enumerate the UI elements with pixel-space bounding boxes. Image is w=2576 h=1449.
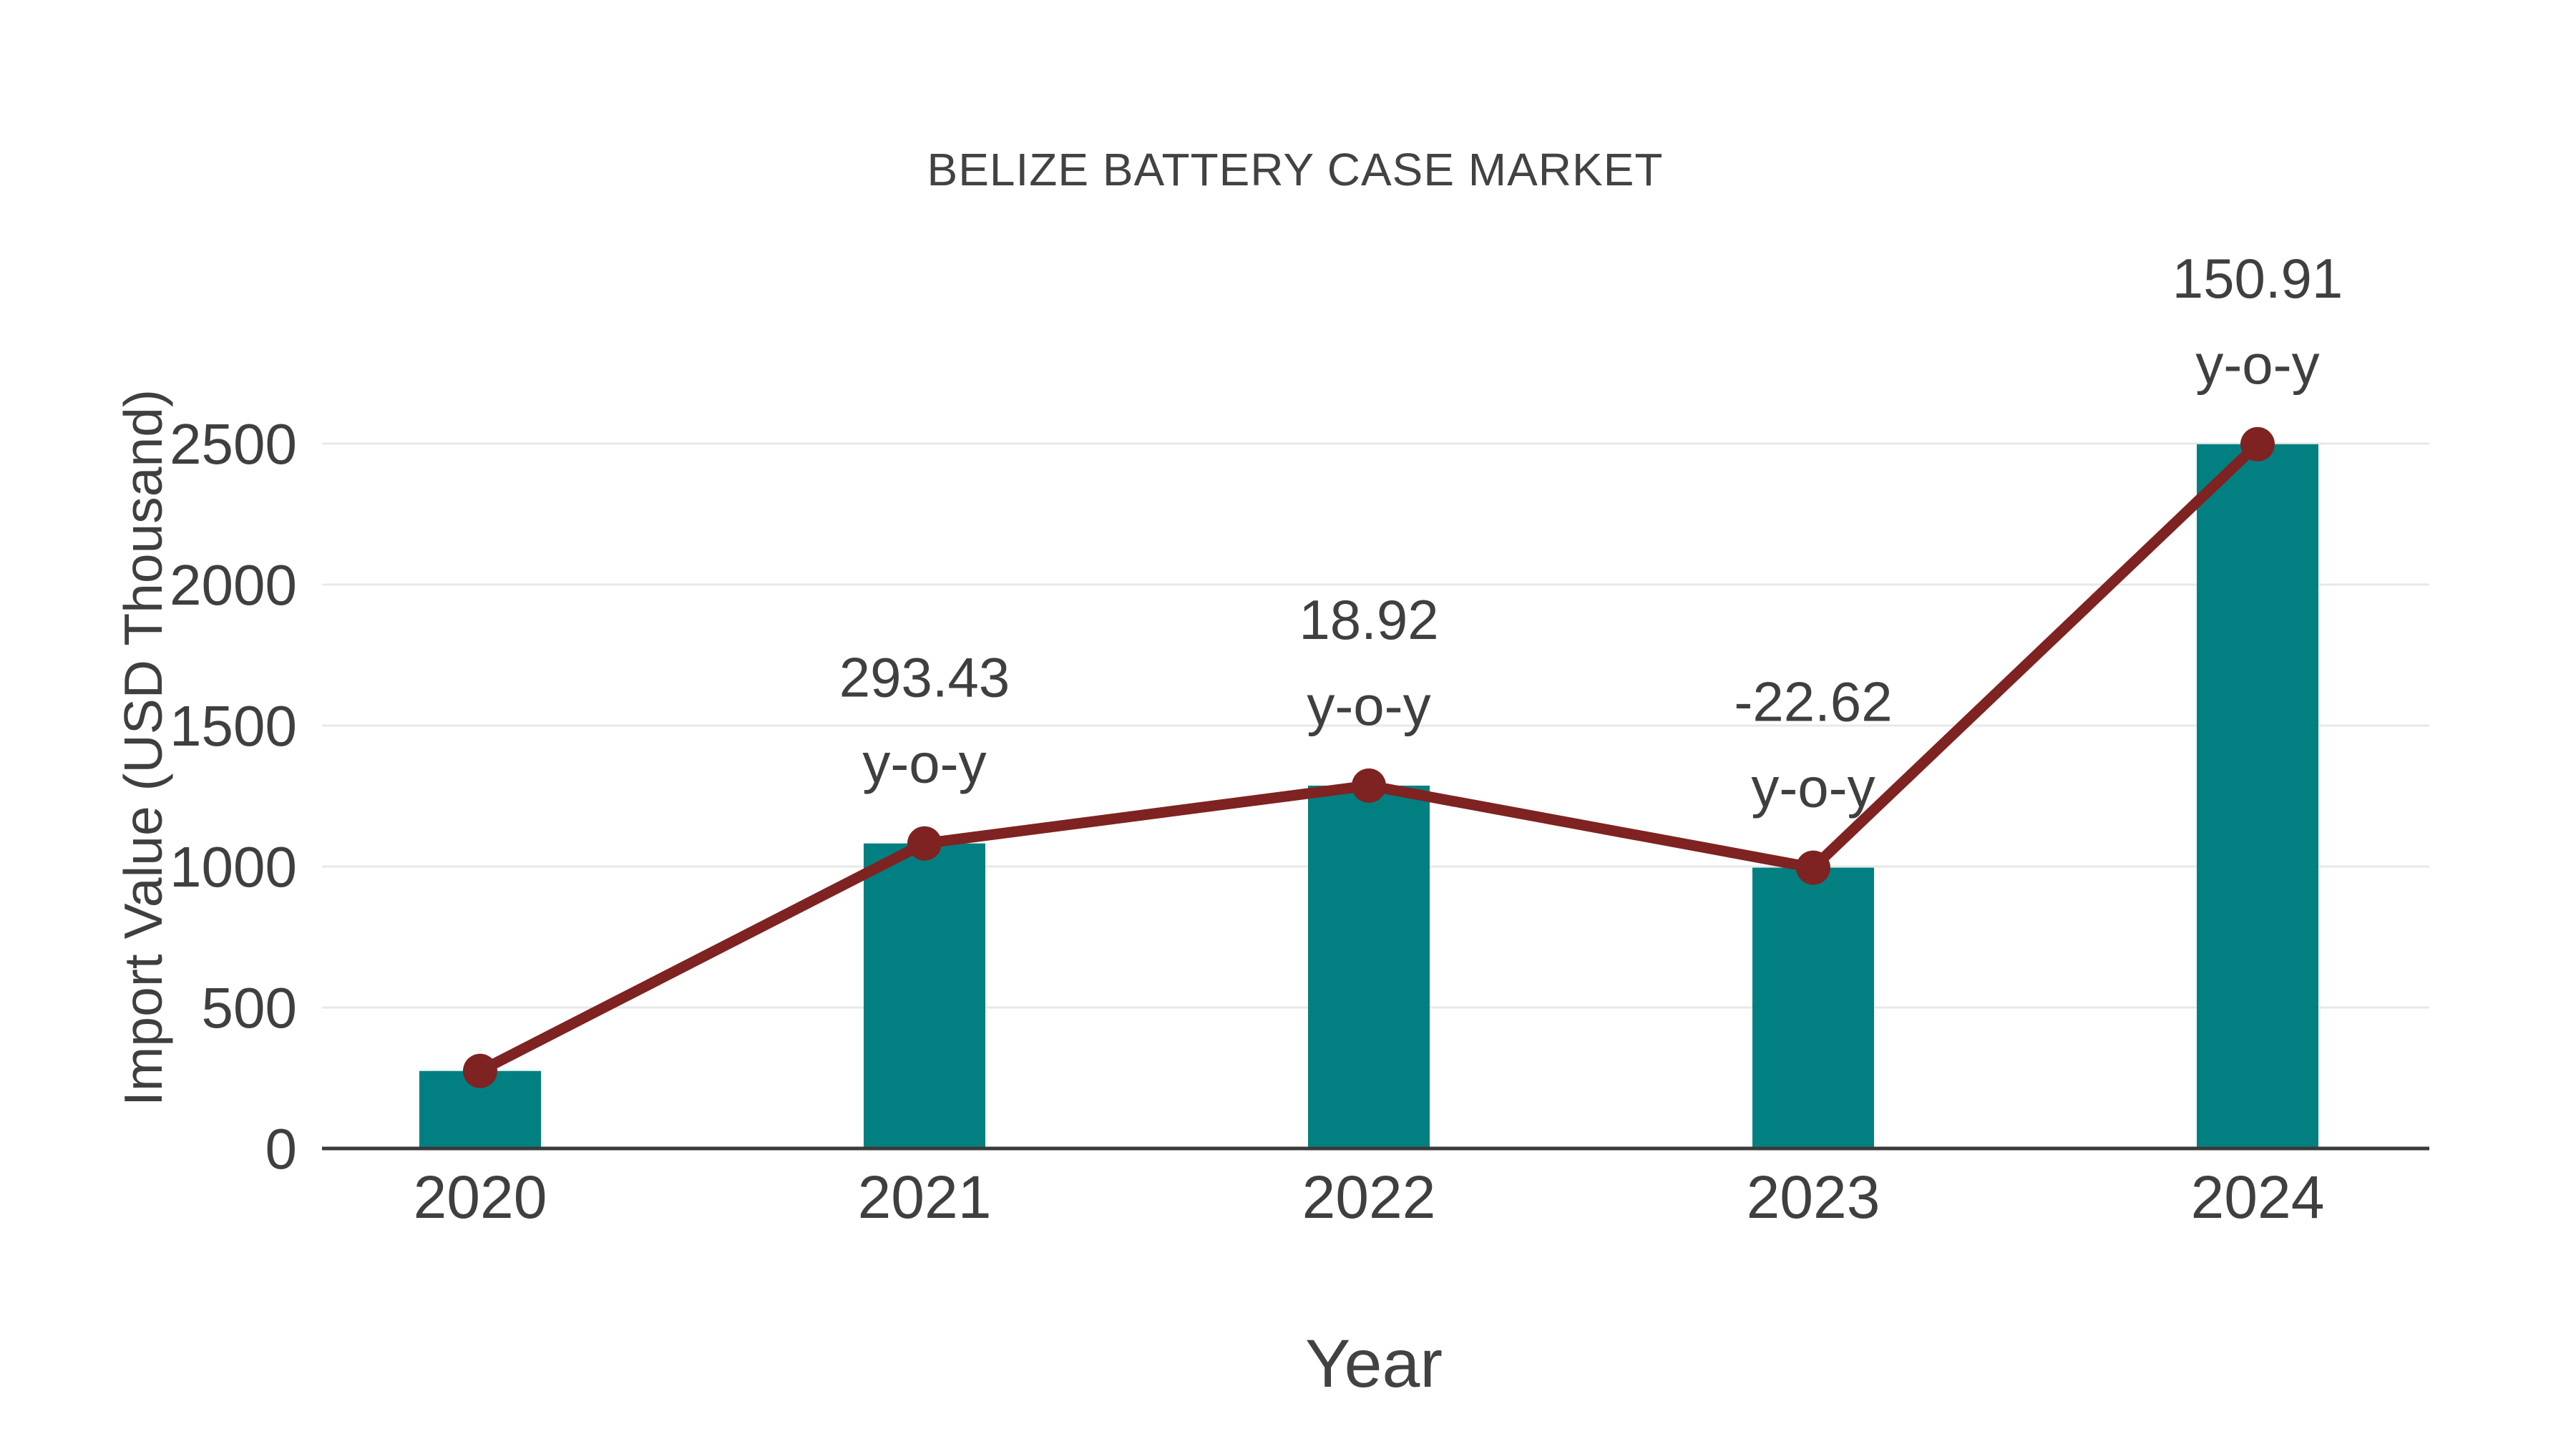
- chart-title: BELIZE BATTERY CASE MARKET: [927, 144, 1664, 195]
- marker-2024: [2240, 426, 2275, 462]
- bar-2021: [864, 843, 985, 1148]
- ytick-0: 0: [265, 1117, 298, 1181]
- marker-2020: [463, 1053, 497, 1088]
- marker-2022: [1352, 768, 1386, 803]
- marker-2021: [907, 826, 942, 861]
- bar-2023: [1752, 867, 1874, 1148]
- annotation-2021-suffix: y-o-y: [862, 732, 986, 795]
- marker-2023: [1796, 850, 1830, 885]
- ytick-1000: 1000: [170, 835, 297, 899]
- annotation-2023-value: -22.62: [1734, 670, 1892, 733]
- ytick-2000: 2000: [170, 553, 297, 617]
- xtick-2020: 2020: [414, 1163, 547, 1231]
- annotation-2024-value: 150.91: [2172, 247, 2343, 310]
- x-axis-title: Year: [1305, 1326, 1443, 1402]
- annotation-2023-suffix: y-o-y: [1751, 756, 1875, 819]
- annotation-2021-value: 293.43: [839, 646, 1010, 709]
- xtick-2024: 2024: [2191, 1163, 2325, 1231]
- annotation-2022-suffix: y-o-y: [1307, 674, 1430, 737]
- ytick-2500: 2500: [170, 412, 297, 476]
- ytick-500: 500: [202, 976, 297, 1040]
- xtick-2021: 2021: [858, 1163, 992, 1231]
- annotation-2022-value: 18.92: [1299, 588, 1438, 651]
- bar-2022: [1308, 785, 1430, 1148]
- ytick-1500: 1500: [170, 694, 297, 758]
- bar-2024: [2197, 444, 2318, 1148]
- xtick-2022: 2022: [1302, 1163, 1436, 1231]
- xtick-2023: 2023: [1747, 1163, 1880, 1231]
- annotation-2024-suffix: y-o-y: [2195, 333, 2319, 396]
